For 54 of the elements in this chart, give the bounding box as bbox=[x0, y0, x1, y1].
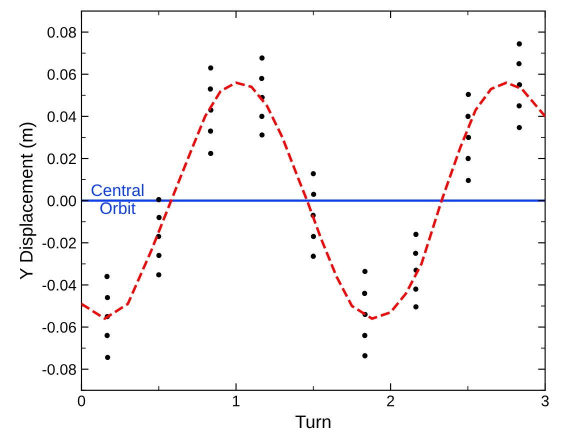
point bbox=[465, 114, 471, 119]
point bbox=[362, 353, 368, 358]
point bbox=[310, 234, 316, 240]
point bbox=[259, 114, 264, 119]
point bbox=[413, 232, 419, 237]
point bbox=[466, 92, 471, 98]
point bbox=[466, 134, 472, 140]
x-tick-label: 0 bbox=[78, 396, 86, 406]
line-series bbox=[81, 81, 546, 320]
point bbox=[259, 76, 264, 82]
point bbox=[156, 214, 162, 220]
ref-line-label: Central Orbit bbox=[92, 184, 144, 214]
point bbox=[362, 332, 368, 338]
point bbox=[311, 192, 316, 197]
y-tick-label: 0.06 bbox=[47, 69, 76, 80]
y-axis-title: Y Displacement (m) bbox=[19, 122, 36, 280]
point bbox=[259, 132, 265, 138]
point bbox=[104, 294, 110, 300]
point bbox=[208, 65, 214, 71]
point bbox=[516, 41, 522, 46]
y-tick-label: -0.06 bbox=[42, 322, 76, 333]
point bbox=[208, 86, 213, 92]
point bbox=[156, 252, 162, 258]
point bbox=[516, 103, 522, 108]
point bbox=[413, 286, 418, 292]
y-tick-label: -0.04 bbox=[42, 280, 76, 291]
y-tick-label: -0.02 bbox=[42, 238, 76, 248]
point bbox=[156, 197, 162, 202]
point bbox=[466, 178, 471, 184]
x-tick-label: 2 bbox=[387, 396, 394, 406]
point bbox=[516, 61, 522, 66]
point bbox=[310, 171, 316, 176]
point bbox=[310, 254, 316, 259]
point bbox=[208, 128, 214, 134]
point bbox=[413, 304, 419, 310]
point bbox=[413, 250, 418, 256]
y-tick-label: 0.00 bbox=[47, 196, 76, 206]
point bbox=[104, 332, 110, 338]
point bbox=[466, 156, 471, 162]
y-tick-label: -0.08 bbox=[42, 364, 76, 375]
point bbox=[105, 354, 110, 360]
y-tick-label: 0.08 bbox=[47, 26, 76, 38]
point bbox=[259, 55, 265, 61]
x-axis-title: Turn bbox=[296, 416, 330, 428]
point bbox=[104, 274, 110, 280]
point bbox=[208, 150, 214, 156]
y-tick-label: 0.04 bbox=[47, 111, 76, 122]
point bbox=[516, 124, 522, 130]
x-tick-label: 3 bbox=[541, 396, 549, 406]
point bbox=[156, 272, 162, 278]
point bbox=[362, 268, 368, 274]
x-tick-label: 1 bbox=[232, 396, 240, 406]
point bbox=[362, 290, 368, 296]
y-tick-label: 0.02 bbox=[47, 153, 76, 164]
